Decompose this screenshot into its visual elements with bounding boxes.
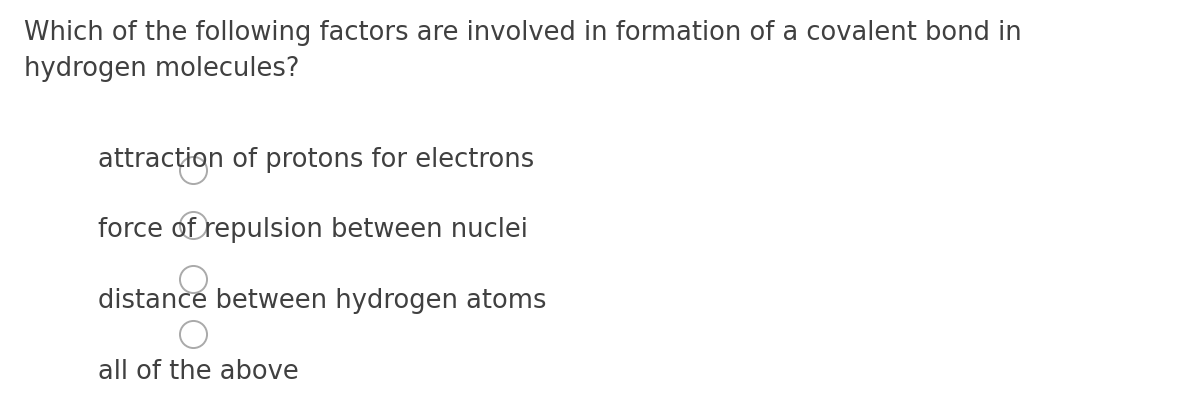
Text: Which of the following factors are involved in formation of a covalent bond in
h: Which of the following factors are invol…	[24, 20, 1021, 82]
Text: all of the above: all of the above	[98, 359, 299, 385]
Text: force of repulsion between nuclei: force of repulsion between nuclei	[98, 217, 528, 243]
Point	[184, 331, 203, 337]
Text: distance between hydrogen atoms: distance between hydrogen atoms	[98, 288, 547, 314]
Point	[184, 167, 203, 173]
Text: attraction of protons for electrons: attraction of protons for electrons	[98, 147, 535, 173]
Point	[184, 221, 203, 228]
Point	[184, 276, 203, 282]
